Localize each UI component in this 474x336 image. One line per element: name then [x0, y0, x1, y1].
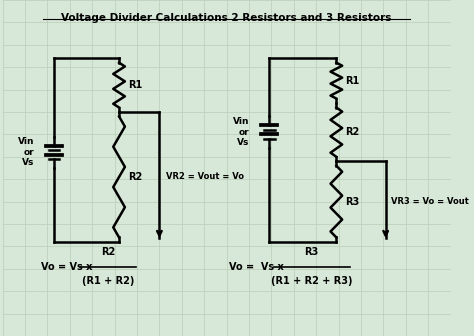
Text: R2: R2: [101, 247, 115, 257]
Text: R1: R1: [128, 80, 142, 90]
Text: R1: R1: [346, 76, 360, 86]
Text: (R1 + R2 + R3): (R1 + R2 + R3): [271, 277, 353, 286]
Text: Vo = Vs x: Vo = Vs x: [41, 261, 92, 271]
Text: R2: R2: [128, 172, 142, 182]
Text: Vo =  Vs x: Vo = Vs x: [229, 261, 283, 271]
Text: VR3 = Vo = Vout: VR3 = Vo = Vout: [391, 197, 469, 206]
Text: Vin
or
Vs: Vin or Vs: [233, 117, 249, 147]
Text: Voltage Divider Calculations 2 Resistors and 3 Resistors: Voltage Divider Calculations 2 Resistors…: [62, 13, 392, 24]
Text: VR2 = Vout = Vo: VR2 = Vout = Vo: [166, 172, 244, 181]
Text: R2: R2: [346, 127, 360, 137]
Text: Vin
or
Vs: Vin or Vs: [18, 137, 34, 167]
Text: (R1 + R2): (R1 + R2): [82, 277, 134, 286]
Text: R3: R3: [305, 247, 319, 257]
Text: R3: R3: [346, 197, 360, 207]
